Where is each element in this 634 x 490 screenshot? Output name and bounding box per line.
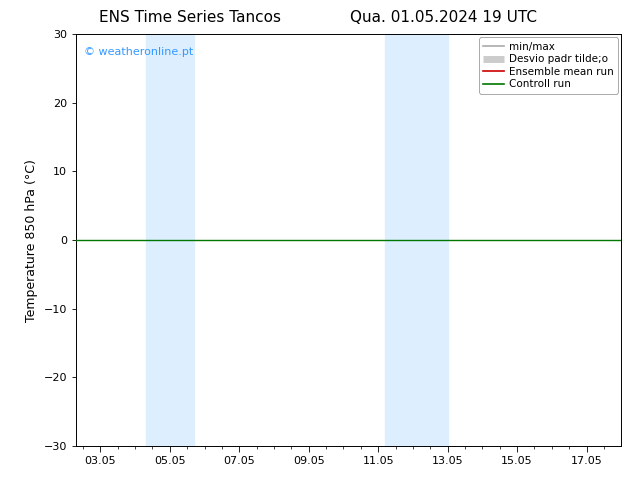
- Text: ENS Time Series Tancos: ENS Time Series Tancos: [99, 10, 281, 25]
- Text: Qua. 01.05.2024 19 UTC: Qua. 01.05.2024 19 UTC: [351, 10, 537, 25]
- Bar: [146, 34, 194, 446]
- Legend: min/max, Desvio padr tilde;o, Ensemble mean run, Controll run: min/max, Desvio padr tilde;o, Ensemble m…: [479, 37, 618, 94]
- Y-axis label: Temperature 850 hPa (°C): Temperature 850 hPa (°C): [25, 159, 38, 321]
- Text: © weatheronline.pt: © weatheronline.pt: [84, 47, 193, 57]
- Bar: [385, 34, 448, 446]
